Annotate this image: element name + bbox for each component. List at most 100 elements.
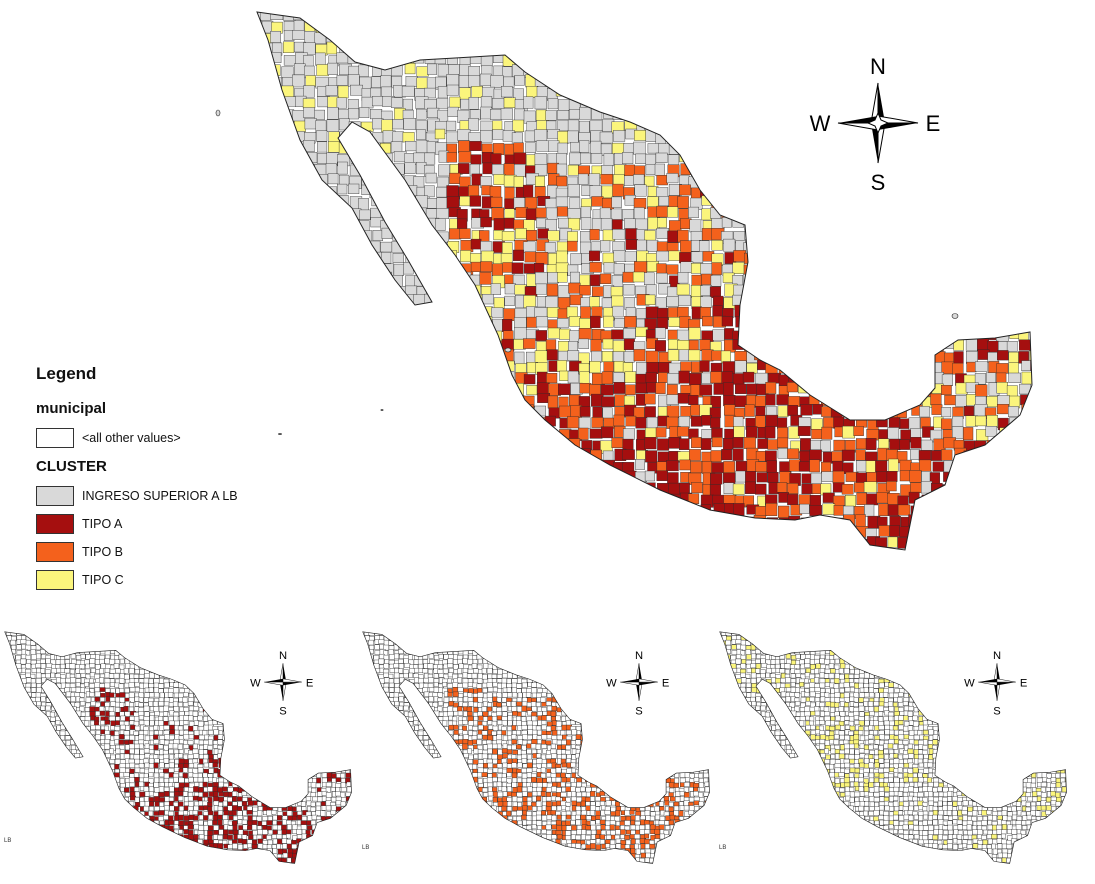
- municipality-cell: [1009, 52, 1021, 65]
- municipality-cell: [71, 710, 77, 717]
- legend-layer-name: municipal: [36, 400, 107, 417]
- municipality-cell: [346, 692, 352, 698]
- municipality-cell: [359, 130, 372, 142]
- municipality-cell: [977, 196, 991, 209]
- municipality-cell: [533, 473, 546, 485]
- municipality-cell: [778, 526, 791, 538]
- municipality-cell: [233, 649, 240, 656]
- municipality-cell: [548, 140, 560, 152]
- municipality-cell: [823, 231, 837, 242]
- municipality-cell: [490, 395, 501, 407]
- municipality-cell: [226, 636, 232, 642]
- municipality-cell: [218, 658, 224, 665]
- municipality-cell: [425, 340, 437, 351]
- municipality-cell: [458, 151, 472, 163]
- municipality-cell: [625, 384, 636, 395]
- municipality-cell: [4, 636, 7, 642]
- municipality-cell: [207, 635, 213, 641]
- municipality-cell: [6, 716, 13, 722]
- municipality-cell: [158, 659, 164, 665]
- municipality-cell: [257, 21, 261, 34]
- municipality-cell: [1033, 416, 1045, 427]
- municipality-cell: [1021, 207, 1032, 219]
- municipality-cell: [833, 339, 846, 351]
- municipality-cell: [986, 396, 998, 408]
- municipality-cell: [911, 264, 922, 276]
- municipality-cell: [415, 495, 426, 508]
- municipality-cell: [345, 688, 351, 694]
- small-map-tipo-a: [4, 631, 352, 864]
- municipality-cell: [304, 296, 317, 310]
- municipality-cell: [257, 316, 261, 329]
- municipality-cell: [381, 327, 392, 340]
- municipality-cell: [393, 416, 407, 427]
- municipality-cell: [100, 640, 105, 646]
- municipality-cell: [966, 218, 980, 230]
- municipality-cell: [867, 253, 878, 265]
- municipality-cell: [997, 88, 1009, 100]
- municipality-cell: [228, 715, 235, 721]
- municipality-cell: [21, 653, 27, 660]
- municipality-cell: [257, 634, 264, 640]
- municipality-cell: [855, 374, 868, 388]
- legend-swatch-tipo-b: [36, 542, 74, 562]
- municipality-cell: [1021, 404, 1032, 415]
- municipality-cell: [404, 22, 416, 33]
- municipality-cell: [259, 53, 271, 66]
- municipality-cell: [501, 85, 513, 98]
- municipality-cell: [721, 449, 733, 461]
- municipality-cell: [559, 547, 572, 550]
- municipality-cell: [755, 239, 768, 251]
- municipality-cell: [832, 297, 846, 308]
- municipality-cell: [294, 154, 307, 166]
- municipality-cell: [262, 196, 275, 209]
- municipality-cell: [350, 677, 352, 683]
- municipality-cell: [94, 640, 100, 646]
- municipality-cell: [526, 85, 539, 98]
- municipality-cell: [326, 372, 339, 384]
- municipality-cell: [492, 363, 506, 376]
- municipality-cell: [183, 631, 189, 636]
- municipality-cell: [262, 329, 274, 340]
- municipality-cell: [393, 186, 405, 198]
- municipality-cell: [394, 373, 406, 386]
- municipality-cell: [623, 351, 635, 363]
- municipality-cell: [679, 55, 692, 68]
- municipality-cell: [331, 645, 336, 651]
- municipality-cell: [325, 451, 338, 464]
- municipality-cell: [931, 317, 944, 330]
- municipality-cell: [953, 140, 966, 153]
- municipality-cell: [1031, 384, 1032, 397]
- municipality-cell: [149, 644, 155, 650]
- municipality-cell: [679, 33, 690, 45]
- municipality-cell: [535, 109, 547, 121]
- municipality-cell: [886, 481, 897, 492]
- municipality-cell: [326, 687, 332, 694]
- municipality-cell: [480, 371, 492, 384]
- legend-swatch-tipo-a: [36, 514, 74, 534]
- municipality-cell: [480, 120, 494, 132]
- municipality-cell: [1008, 12, 1019, 23]
- municipality-cell: [601, 396, 615, 408]
- municipality-cell: [26, 659, 32, 665]
- municipality-cell: [468, 184, 480, 197]
- municipality-cell: [557, 206, 568, 217]
- municipality-cell: [158, 636, 164, 642]
- municipality-cell: [272, 250, 283, 262]
- municipality-cell: [952, 481, 965, 492]
- municipality-cell: [340, 644, 347, 650]
- municipality-cell: [809, 283, 823, 296]
- municipality-cell: [232, 659, 239, 665]
- municipality-cell: [943, 206, 955, 219]
- municipality-cell: [259, 252, 271, 265]
- municipality-cell: [700, 132, 712, 144]
- municipality-cell: [567, 416, 579, 429]
- municipality-cell: [523, 184, 534, 198]
- municipality-cell: [261, 65, 274, 77]
- municipality-cell: [70, 677, 76, 683]
- municipality-cell: [61, 644, 67, 651]
- municipality-cell: [700, 547, 711, 550]
- municipality-cell: [569, 394, 581, 407]
- municipality-cell: [162, 650, 169, 656]
- municipality-cell: [448, 470, 461, 481]
